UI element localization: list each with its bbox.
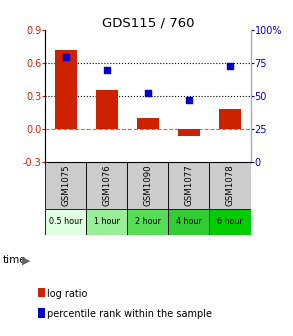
Text: ▶: ▶ <box>21 255 30 265</box>
Bar <box>137 118 159 129</box>
Bar <box>96 90 118 129</box>
Text: time: time <box>3 255 27 265</box>
Bar <box>209 209 251 235</box>
Text: 6 hour: 6 hour <box>217 217 243 226</box>
Text: 4 hour: 4 hour <box>176 217 202 226</box>
Bar <box>168 162 209 209</box>
Bar <box>54 50 77 129</box>
Bar <box>168 209 209 235</box>
Text: percentile rank within the sample: percentile rank within the sample <box>47 309 212 319</box>
Bar <box>45 162 86 209</box>
Text: 1 hour: 1 hour <box>94 217 120 226</box>
Bar <box>178 129 200 136</box>
Bar <box>127 162 168 209</box>
Point <box>187 97 191 102</box>
Text: GSM1077: GSM1077 <box>185 164 193 206</box>
Bar <box>86 162 127 209</box>
Point <box>64 54 68 59</box>
Bar <box>219 109 241 129</box>
Text: log ratio: log ratio <box>47 289 88 299</box>
Bar <box>86 209 127 235</box>
Point <box>105 67 109 72</box>
Point <box>146 91 150 96</box>
Text: GSM1090: GSM1090 <box>144 164 152 206</box>
Bar <box>45 209 86 235</box>
Point <box>228 63 232 69</box>
Title: GDS115 / 760: GDS115 / 760 <box>102 16 194 29</box>
Bar <box>209 162 251 209</box>
Bar <box>127 209 168 235</box>
Text: 2 hour: 2 hour <box>135 217 161 226</box>
Text: 0.5 hour: 0.5 hour <box>49 217 83 226</box>
Text: GSM1075: GSM1075 <box>62 164 70 206</box>
Text: GSM1076: GSM1076 <box>103 164 111 206</box>
Text: GSM1078: GSM1078 <box>226 164 234 206</box>
